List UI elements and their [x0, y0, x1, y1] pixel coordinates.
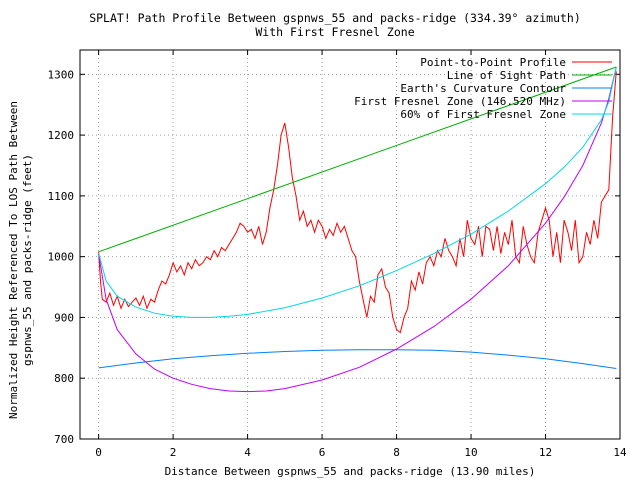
plot-area-frame — [79, 49, 621, 440]
x-tick-label: 12 — [539, 446, 552, 459]
legend-label: Line of Sight Path — [447, 69, 566, 82]
legend-label: 60% of First Fresnel Zone — [400, 108, 566, 121]
x-axis-label: Distance Between gspnws_55 and packs-rid… — [165, 465, 536, 478]
series-line-earth-s-curvature-contour — [98, 349, 617, 369]
y-tick-label: 700 — [54, 433, 74, 446]
x-tick-label: 10 — [464, 446, 477, 459]
y-tick-label: 900 — [54, 311, 74, 324]
y-axis-label-line-2: gspnws_55 and packs-ridge (feet) — [21, 154, 34, 366]
x-tick-label: 6 — [319, 446, 326, 459]
x-tick-label: 0 — [95, 446, 102, 459]
y-axis-label-line-1: Normalized Height Referenced To LOS Path… — [7, 101, 20, 419]
axis-ticks: 0 2 4 6 8 10 12 14 700 800 900 1000 1100 1200 1300 — [48, 50, 627, 459]
y-tick-label: 1100 — [48, 190, 75, 203]
series-line-first-fresnel-zone-146-520-mhz — [98, 66, 617, 393]
x-tick-label: 4 — [244, 446, 251, 459]
legend-label: Earth's Curvature Contour — [400, 82, 566, 95]
y-tick-label: 1000 — [48, 251, 75, 264]
y-tick-label: 800 — [54, 372, 74, 385]
series-line-60-of-first-fresnel-zone — [98, 66, 617, 318]
chart-subtitle: With First Fresnel Zone — [255, 25, 414, 39]
x-tick-label: 8 — [393, 446, 400, 459]
y-tick-label: 1200 — [48, 129, 75, 142]
series-lines — [98, 66, 617, 393]
legend-label: Point-to-Point Profile — [420, 56, 566, 69]
legend-label: First Fresnel Zone (146.520 MHz) — [354, 95, 566, 108]
series-line-line-of-sight-path — [98, 66, 617, 253]
series-line-point-to-point-profile — [98, 71, 617, 334]
y-tick-label: 1300 — [48, 68, 75, 81]
chart-title: SPLAT! Path Profile Between gspnws_55 an… — [89, 11, 581, 25]
x-tick-label: 2 — [170, 446, 177, 459]
x-tick-label: 14 — [613, 446, 627, 459]
